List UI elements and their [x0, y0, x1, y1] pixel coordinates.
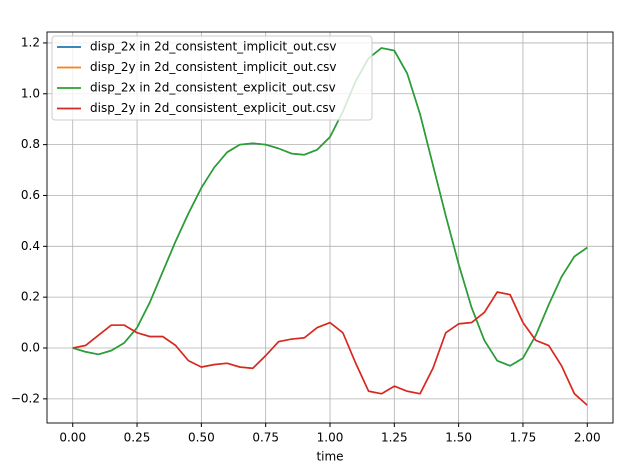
series-line [72, 47, 588, 367]
x-tick-label: 0.50 [188, 431, 215, 445]
x-tick-label: 0.00 [59, 431, 86, 445]
y-tick-label: 0.6 [21, 188, 40, 202]
y-tick-label: 0.4 [21, 239, 40, 253]
legend-label: disp_2x in 2d_consistent_implicit_out.cs… [90, 40, 337, 54]
x-tick-label: 1.00 [317, 431, 344, 445]
legend-label: disp_2y in 2d_consistent_implicit_out.cs… [90, 60, 337, 74]
x-tick-label: 0.75 [252, 431, 279, 445]
x-tick-label: 1.25 [381, 431, 408, 445]
x-tick-label: 1.75 [510, 431, 537, 445]
y-tick-label: 0.8 [21, 137, 40, 151]
y-tick-label: 1.2 [21, 35, 40, 49]
legend-label: disp_2y in 2d_consistent_explicit_out.cs… [90, 101, 336, 115]
legend-label: disp_2x in 2d_consistent_explicit_out.cs… [90, 81, 336, 95]
legend-box [51, 35, 373, 121]
plot-frame [46, 31, 614, 424]
y-tick-label: 0.2 [21, 290, 40, 304]
y-tick-label: 0.0 [21, 341, 40, 355]
x-tick-label: 1.50 [445, 431, 472, 445]
y-tick-label: 1.0 [21, 86, 40, 100]
series-line [72, 291, 588, 406]
y-tick-label: −0.2 [11, 391, 40, 405]
x-tick-label: 2.00 [574, 431, 601, 445]
x-tick-label: 0.25 [124, 431, 151, 445]
x-axis-label: time [316, 450, 343, 464]
